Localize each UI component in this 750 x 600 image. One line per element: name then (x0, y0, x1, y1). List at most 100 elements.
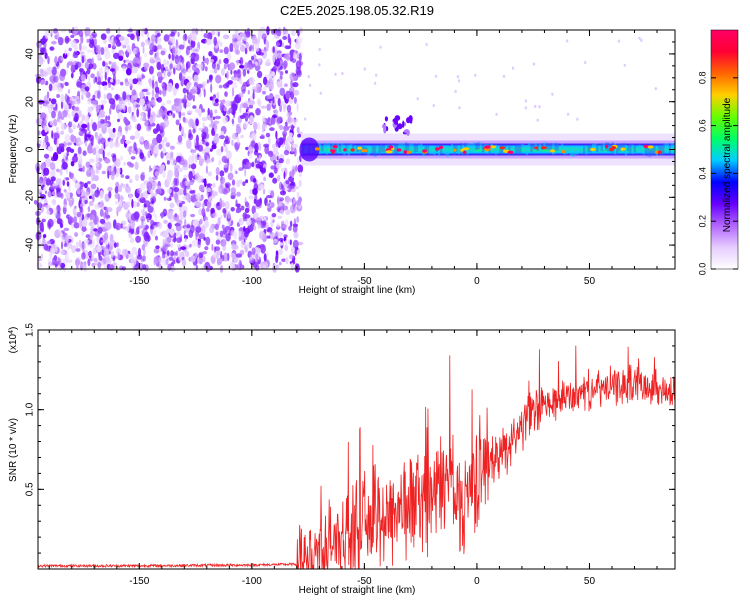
noise-speckle (211, 243, 214, 251)
noise-speckle (183, 230, 186, 237)
noise-speckle (192, 219, 199, 228)
band-texture (382, 145, 386, 153)
faint-dot (536, 118, 539, 122)
noise-speckle (251, 55, 254, 61)
band-texture (580, 146, 584, 154)
noise-speckle (219, 197, 222, 208)
noise-speckle (263, 176, 266, 182)
noise-speckle (108, 264, 115, 271)
noise-speckle (108, 98, 116, 105)
noise-speckle (218, 159, 222, 166)
band-texture (578, 145, 581, 154)
noise-speckle (126, 183, 129, 187)
noise-speckle (278, 158, 284, 164)
noise-speckle (62, 109, 68, 118)
noise-speckle (68, 235, 72, 239)
noise-speckle (89, 214, 96, 220)
noise-speckle (242, 181, 246, 187)
noise-speckle (169, 63, 173, 70)
band-texture (616, 144, 619, 155)
noise-speckle (160, 50, 166, 56)
noise-speckle (67, 61, 74, 66)
noise-speckle (225, 135, 229, 143)
band-texture (400, 142, 403, 153)
band-texture (640, 145, 643, 153)
band-texture (633, 145, 636, 153)
faint-dot (363, 67, 366, 71)
band-texture (387, 143, 390, 152)
noise-speckle (203, 178, 207, 188)
noise-speckle (193, 47, 200, 53)
noise-speckle (75, 241, 79, 249)
noise-speckle (40, 112, 47, 120)
noise-speckle (238, 167, 243, 172)
noise-speckle (242, 212, 248, 220)
noise-speckle (285, 90, 291, 100)
noise-speckle (57, 257, 60, 261)
noise-speckle (177, 167, 183, 172)
noise-speckle (124, 118, 129, 127)
faint-dot (534, 104, 537, 108)
noise-speckle (293, 197, 296, 204)
noise-speckle (183, 94, 187, 102)
noise-speckle (214, 246, 221, 252)
noise-speckle (186, 101, 191, 108)
noise-speckle (92, 63, 97, 70)
noise-speckle (170, 31, 176, 37)
noise-speckle (236, 59, 239, 66)
noise-speckle (70, 237, 74, 243)
noise-speckle (140, 29, 144, 38)
band-texture (569, 145, 573, 157)
band-hotspot (620, 147, 626, 151)
band-texture (444, 145, 447, 155)
noise-speckle (230, 191, 237, 200)
noise-speckle (148, 78, 152, 87)
band-texture (662, 143, 665, 155)
noise-speckle (291, 169, 295, 179)
band-texture (620, 144, 623, 151)
noise-speckle (104, 208, 109, 219)
noise-speckle (152, 208, 156, 218)
noise-speckle (135, 104, 141, 108)
band-texture (429, 145, 432, 155)
noise-speckle (252, 44, 255, 52)
band-hotspot (438, 145, 444, 149)
noise-speckle (140, 215, 146, 222)
noise-speckle (244, 47, 248, 55)
band-texture (356, 146, 359, 153)
colorbar-tick-label: 0.2 (697, 215, 707, 228)
band-texture (545, 142, 548, 150)
band-hotspot (590, 147, 596, 152)
noise-speckle (237, 92, 244, 98)
noise-speckle (77, 146, 82, 155)
noise-speckle (120, 183, 124, 187)
noise-speckle (298, 241, 304, 246)
noise-speckle (231, 243, 236, 250)
noise-speckle (70, 134, 75, 143)
noise-speckle (215, 167, 220, 176)
noise-speckle (66, 259, 73, 264)
noise-speckle (275, 140, 279, 148)
noise-speckle (79, 87, 86, 94)
noise-speckle (240, 44, 246, 52)
noise-speckle (91, 253, 95, 262)
noise-speckle (78, 30, 84, 37)
faint-dot (457, 79, 461, 83)
faint-dot (375, 73, 378, 77)
band-texture (455, 144, 458, 152)
noise-speckle (273, 159, 277, 165)
noise-speckle (185, 180, 189, 185)
noise-speckle (177, 244, 182, 248)
noise-speckle (166, 160, 170, 165)
noise-speckle (42, 140, 45, 146)
noise-speckle (195, 264, 198, 271)
noise-speckle (241, 160, 245, 171)
noise-speckle (137, 74, 142, 79)
noise-region (33, 25, 304, 273)
noise-speckle (54, 244, 58, 253)
noise-speckle (265, 39, 270, 48)
noise-speckle (257, 99, 262, 105)
noise-speckle (197, 240, 202, 249)
noise-speckle (145, 41, 151, 46)
noise-speckle (51, 198, 57, 206)
